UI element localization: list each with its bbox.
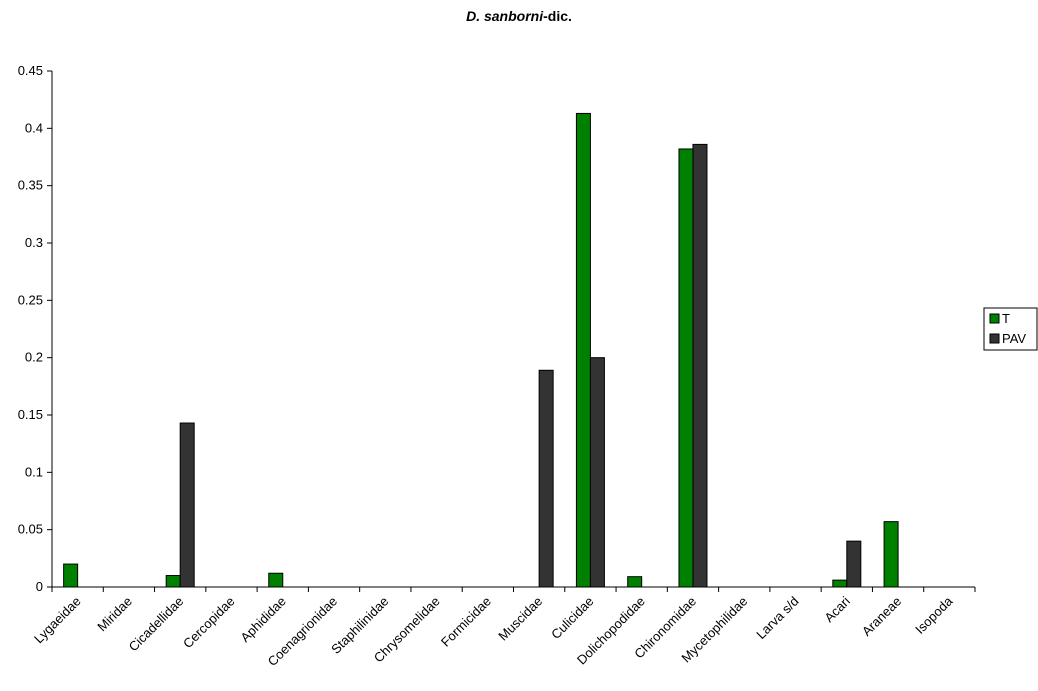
bar-pav	[589, 357, 605, 588]
x-category-label: Cercopidae	[180, 594, 238, 652]
bar-t	[575, 112, 591, 588]
legend-label-pav: PAV	[1002, 331, 1026, 346]
x-category-label: Formicidae	[438, 594, 494, 650]
y-tick-label: 0.05	[18, 522, 43, 537]
chart-title-species: D. sanborni	[466, 8, 544, 24]
bars	[63, 112, 899, 588]
bar-t	[883, 521, 899, 588]
x-category-label: Aphididae	[237, 594, 288, 645]
y-tick-label: 0.15	[18, 407, 43, 422]
x-category-label: Araneae	[859, 594, 904, 639]
legend-swatch-t	[989, 313, 1000, 324]
x-category-label: Larva s/d	[753, 594, 801, 642]
y-tick-label: 0.35	[18, 178, 43, 193]
legend-label-t: T	[1002, 311, 1010, 326]
bar-t	[832, 579, 848, 588]
x-category-label: Culicidae	[548, 594, 596, 642]
chart-title-suffix: -dic.	[543, 8, 572, 24]
chart-title: D. sanborni-dic.	[0, 8, 1038, 24]
bar-pav	[179, 422, 195, 588]
y-tick-label: 0.45	[18, 63, 43, 78]
x-category-label: Cicadellidae	[126, 594, 187, 655]
bar-t	[268, 572, 284, 588]
y-tick-label: 0.3	[25, 235, 43, 250]
bar-t	[63, 563, 79, 588]
y-tick-label: 0.2	[25, 350, 43, 365]
x-category-label: Miridae	[94, 594, 135, 635]
y-tick-label: 0.25	[18, 292, 43, 307]
bar-pav	[846, 540, 862, 588]
y-axis: 0 0.05 0.1 0.15 0.2 0.25 0.3 0.35 0.4 0.45	[18, 63, 53, 594]
legend: T PAV	[983, 307, 1038, 351]
bar-pav	[538, 369, 554, 588]
bar-t	[627, 576, 643, 588]
y-tick-label: 0	[36, 579, 43, 594]
x-category-label: Isopoda	[912, 593, 956, 637]
y-tick-label: 0.1	[25, 464, 43, 479]
y-tick-label: 0.4	[25, 120, 43, 135]
bar-t	[678, 148, 694, 588]
bar-t	[165, 575, 181, 588]
x-category-label: Muscidae	[495, 594, 545, 644]
x-category-label: Lygaeidae	[31, 594, 84, 647]
x-category-label: Acari	[821, 593, 853, 625]
legend-swatch-pav	[989, 333, 1000, 344]
bar-pav	[692, 143, 708, 588]
